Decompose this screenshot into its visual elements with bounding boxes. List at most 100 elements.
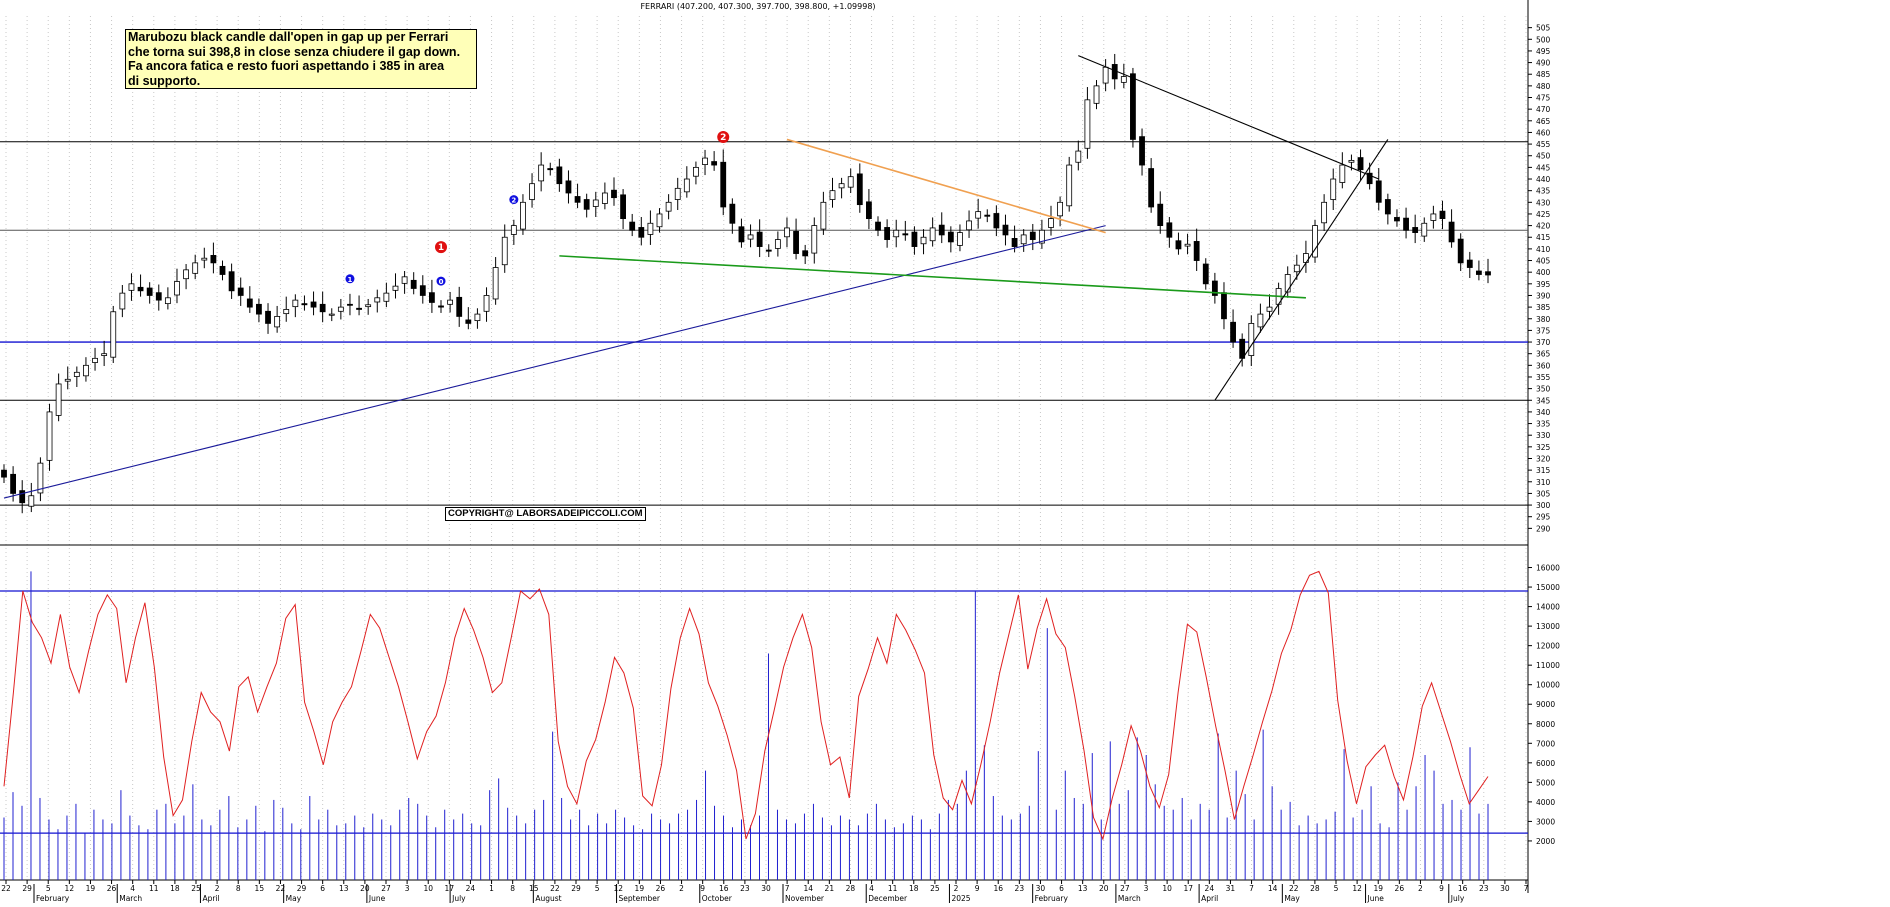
candle-body — [520, 201, 526, 230]
x-day-label: 10 — [1162, 884, 1172, 893]
candle-body — [1038, 229, 1045, 244]
x-day-label: 28 — [1310, 884, 1320, 893]
candle-body — [875, 221, 881, 231]
price-tick-label: 415 — [1536, 233, 1551, 242]
x-day-label: 3 — [1144, 884, 1149, 893]
x-day-label: 2 — [679, 884, 684, 893]
trendline — [786, 138, 1106, 234]
candle-body — [119, 292, 126, 310]
x-day-label: 24 — [1205, 884, 1215, 893]
candle-body — [1130, 73, 1136, 140]
candle-body — [1357, 157, 1364, 171]
volume-tick-label: 8000 — [1536, 720, 1555, 729]
candle-body — [246, 298, 253, 308]
volume-tick-label: 9000 — [1536, 700, 1555, 709]
candle-body — [683, 178, 690, 193]
x-day-label: 17 — [445, 884, 455, 893]
candle-body — [174, 281, 180, 296]
volume-tick-label: 15000 — [1536, 583, 1560, 592]
candle-body — [164, 297, 171, 305]
candle-body — [228, 271, 235, 292]
price-tick-label: 500 — [1536, 35, 1551, 44]
candle-body — [73, 371, 80, 377]
candle-body — [547, 168, 554, 171]
x-day-label: 13 — [339, 884, 349, 893]
candle-body — [884, 227, 891, 240]
candle-body — [501, 236, 508, 266]
candle-body — [128, 283, 135, 291]
candle-body — [1466, 259, 1473, 268]
x-day-label: 26 — [656, 884, 666, 893]
candle-body — [1394, 217, 1400, 222]
price-tick-label: 295 — [1536, 513, 1551, 522]
candle-body — [583, 199, 590, 210]
candle-body — [1075, 150, 1082, 163]
candle-body — [611, 189, 617, 199]
x-day-label: 27 — [381, 884, 391, 893]
candle-body — [110, 311, 117, 358]
candle-body — [802, 250, 809, 257]
volume-tick-label: 2000 — [1536, 837, 1555, 846]
candle-body — [328, 313, 335, 316]
candle-body — [465, 319, 472, 324]
marker-circle — [509, 195, 519, 205]
x-day-label: 14 — [1268, 884, 1278, 893]
x-day-label: 5 — [46, 884, 51, 893]
candle-body — [356, 307, 362, 310]
x-day-label: 23 — [1015, 884, 1025, 893]
candle-body — [492, 267, 499, 300]
volume-tick-label: 12000 — [1536, 642, 1560, 651]
candle-body — [693, 166, 699, 177]
candle-body — [1348, 159, 1355, 163]
price-tick-label: 370 — [1536, 338, 1551, 347]
candle-body — [829, 190, 836, 200]
x-day-label: 20 — [1099, 884, 1109, 893]
x-day-label: 11 — [888, 884, 898, 893]
candle-body — [310, 301, 317, 308]
candle-body — [1412, 227, 1419, 233]
volume-tick-label: 14000 — [1536, 603, 1560, 612]
x-day-label: 4 — [869, 884, 874, 893]
x-day-label: 15 — [529, 884, 539, 893]
x-day-label: 16 — [1458, 884, 1468, 893]
x-day-label: 9 — [975, 884, 980, 893]
price-tick-label: 490 — [1536, 59, 1551, 68]
candle-body — [1384, 199, 1391, 215]
candle-body — [1439, 210, 1446, 220]
price-tick-label: 495 — [1536, 47, 1551, 56]
candle-body — [975, 211, 982, 219]
price-tick-label: 385 — [1536, 303, 1551, 312]
candle-body — [101, 353, 108, 356]
x-month-label: June — [1367, 894, 1385, 903]
candle-body — [784, 227, 790, 238]
candle-body — [1, 469, 7, 478]
price-tick-label: 405 — [1536, 257, 1551, 266]
candle-body — [283, 309, 290, 315]
x-day-label: 18 — [170, 884, 180, 893]
price-tick-label: 435 — [1536, 187, 1551, 196]
candle-body — [984, 214, 991, 217]
x-day-label: 19 — [635, 884, 645, 893]
candle-body — [738, 226, 745, 243]
candle-body — [10, 473, 17, 494]
candle-body — [265, 310, 271, 324]
candle-body — [237, 287, 244, 296]
candle-body — [720, 161, 727, 208]
trendline — [559, 255, 1306, 299]
candle-body — [456, 296, 463, 317]
x-day-label: 22 — [550, 884, 560, 893]
candle-body — [146, 287, 153, 296]
candle-body — [1366, 172, 1373, 185]
candle-body — [957, 232, 963, 246]
volume-tick-label: 4000 — [1536, 798, 1555, 807]
price-tick-label: 400 — [1536, 268, 1551, 277]
x-day-label: 29 — [571, 884, 581, 893]
x-day-label: 8 — [236, 884, 241, 893]
x-day-label: 17 — [1183, 884, 1193, 893]
price-tick-label: 340 — [1536, 408, 1551, 417]
price-tick-label: 360 — [1536, 361, 1551, 370]
x-day-label: 19 — [86, 884, 96, 893]
price-tick-label: 430 — [1536, 198, 1551, 207]
price-tick-label: 470 — [1536, 105, 1551, 114]
